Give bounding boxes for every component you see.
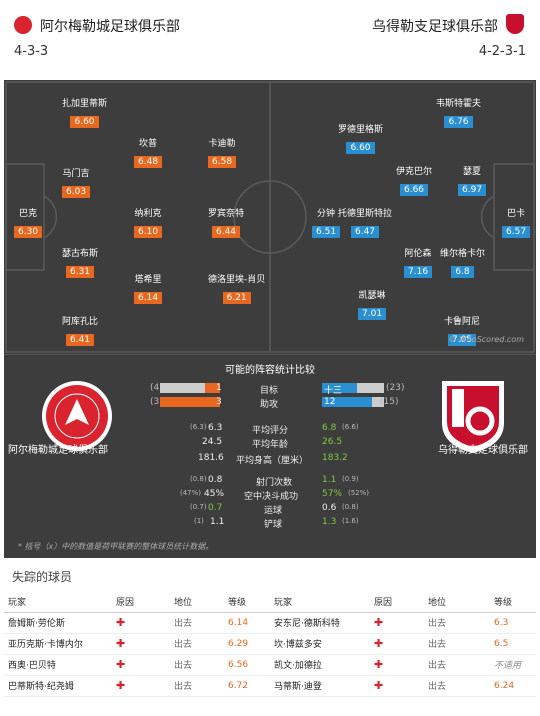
home-player[interactable]: 罗宾奈特 6.44: [208, 209, 245, 238]
stats-footnote: * 括号（x）中的数值是荷甲联赛的整体球员统计数据。: [18, 542, 214, 551]
pitch-lines: [5, 81, 535, 353]
missing-players-section: 失踪的球员 玩家 原因 地位 等级 玩家 原因 地位 等级 詹姆斯·劳伦斯 ✚ …: [0, 560, 540, 716]
injury-icon: ✚: [112, 675, 170, 697]
stat-row-dribbles: (0.7) 0.7 运球 0.6 (0.8): [190, 503, 359, 516]
col-rating: 等级: [224, 592, 270, 613]
injury-icon: ✚: [370, 675, 424, 697]
home-player[interactable]: 纳利克 6.10: [134, 209, 163, 238]
stat-row-avg-age: 24.5 平均年龄 26.5: [202, 437, 343, 450]
col-rating: 等级: [490, 592, 536, 613]
rating: 6.14: [224, 612, 270, 634]
home-player[interactable]: 巴克 6.30: [14, 206, 43, 238]
home-player[interactable]: 德洛里埃-肖贝 6.21: [208, 275, 266, 304]
rating: 6.29: [224, 633, 270, 655]
away-crest-icon: [442, 381, 504, 453]
home-player[interactable]: 坎普 6.48: [134, 136, 163, 168]
missing-players-table: 玩家 原因 地位 等级 玩家 原因 地位 等级 詹姆斯·劳伦斯 ✚ 出去 6.1…: [4, 592, 536, 697]
col-player: 玩家: [270, 592, 370, 613]
away-player[interactable]: 巴卡 6.57: [502, 206, 531, 238]
player-name[interactable]: 西奥·巴贝特: [4, 654, 112, 676]
away-player[interactable]: 韦斯特霍夫 6.76: [436, 99, 482, 128]
rating: 6.3: [490, 612, 536, 634]
player-name[interactable]: 安东尼·德斯科特: [270, 612, 370, 634]
col-player: 玩家: [4, 592, 112, 613]
stat-row-assists: (3) 3 助攻 12 (15): [150, 397, 399, 410]
home-player[interactable]: 塔希里 6.14: [134, 275, 163, 304]
col-status: 地位: [424, 592, 490, 613]
away-player[interactable]: 卡鲁阿尼 7.05: [444, 317, 481, 346]
away-player[interactable]: 罗德里格斯 6.60: [338, 125, 384, 154]
player-name[interactable]: 马蒂斯·迪登: [270, 675, 370, 697]
match-header: 阿尔梅勒城足球俱乐部 4-3-3 乌得勒支足球俱乐部 4-2-3-1: [0, 0, 540, 78]
away-team-name[interactable]: 乌得勒支足球俱乐部: [372, 19, 498, 35]
lineup-stats-comparison: 可能的阵容统计比较 阿尔梅勒城足球俱乐部 乌得勒支足球俱乐部 (4) 1 目标 …: [4, 354, 536, 558]
injury-icon: ✚: [112, 612, 170, 634]
home-crest-icon: [42, 381, 112, 451]
away-player[interactable]: 伊克巴尔 6.66: [396, 167, 433, 196]
col-status: 地位: [170, 592, 224, 613]
rating: 6.56: [224, 654, 270, 676]
player-name[interactable]: 凯文·加德拉: [270, 654, 370, 676]
status: 出去: [424, 633, 490, 655]
table-row: 西奥·巴贝特 ✚ 出去 6.56 凯文·加德拉 ✚ 出去 不适用: [4, 654, 536, 676]
stat-row-tackles: (1) 1.1 铲球 1.3 (1.6): [194, 517, 359, 530]
home-player[interactable]: 阿库孔比 6.41: [62, 317, 99, 346]
status: 出去: [424, 612, 490, 634]
stat-row-avg-height: 181.6 平均身高（厘米） 183.2: [198, 453, 348, 466]
away-player[interactable]: 托德里斯特拉 6.47: [338, 209, 393, 238]
injury-icon: ✚: [370, 633, 424, 655]
home-player[interactable]: 瑟古布斯 6.31: [62, 249, 99, 278]
player-name[interactable]: 坎·博兹多安: [270, 633, 370, 655]
table-header-row: 玩家 原因 地位 等级 玩家 原因 地位 等级: [4, 592, 536, 613]
status: 出去: [424, 675, 490, 697]
player-name[interactable]: 巴蒂斯特·纪尧姆: [4, 675, 112, 697]
rating: 不适用: [490, 654, 536, 676]
lineup-pitch: 扎加里蒂斯 6.60 坎普 6.48 卡迪勒 6.58 马门吉 6.03 巴克 6.30 …: [4, 80, 536, 354]
status: 出去: [170, 675, 224, 697]
col-reason: 原因: [370, 592, 424, 613]
away-player[interactable]: 维尔格卡尔 6.8: [440, 249, 486, 278]
table-row: 詹姆斯·劳伦斯 ✚ 出去 6.14 安东尼·德斯科特 ✚ 出去 6.3: [4, 612, 536, 634]
status: 出去: [170, 612, 224, 634]
away-team-badge-icon: [506, 14, 524, 34]
injury-icon: ✚: [370, 654, 424, 676]
rating: 6.5: [490, 633, 536, 655]
watermark: © WhoScored.com: [448, 335, 524, 344]
injury-icon: ✚: [370, 612, 424, 634]
home-player[interactable]: 卡迪勒 6.58: [208, 139, 237, 168]
away-player[interactable]: 瑟夏 6.97: [458, 164, 487, 196]
home-team-name[interactable]: 阿尔梅勒城足球俱乐部: [40, 19, 180, 35]
away-player[interactable]: 阿伦森 7.16: [404, 249, 433, 278]
status: 出去: [170, 654, 224, 676]
player-name[interactable]: 詹姆斯·劳伦斯: [4, 612, 112, 634]
away-player[interactable]: 凯瑟琳 7.01: [358, 291, 387, 320]
away-player[interactable]: 分钟 6.51: [312, 206, 341, 238]
stat-row-avg-rating: (6.3) 6.3 平均评分 6.8 (6.6): [190, 423, 359, 436]
home-player[interactable]: 马门吉 6.03: [62, 169, 91, 198]
missing-players-title: 失踪的球员: [12, 570, 73, 584]
status: 出去: [170, 633, 224, 655]
injury-icon: ✚: [112, 633, 170, 655]
status: 出去: [424, 654, 490, 676]
away-crest-name: 乌得勒支足球俱乐部: [438, 445, 528, 456]
home-crest-name: 阿尔梅勒城足球俱乐部: [8, 445, 108, 456]
col-reason: 原因: [112, 592, 170, 613]
stat-row-goals: (4) 1 目标 十三 (23): [150, 383, 405, 396]
home-team-badge-icon: [14, 16, 32, 34]
stats-title: 可能的阵容统计比较: [225, 365, 315, 376]
table-row: 巴蒂斯特·纪尧姆 ✚ 出去 6.72 马蒂斯·迪登 ✚ 出去 6.24: [4, 675, 536, 697]
player-name[interactable]: 亚历克斯·卡博内尔: [4, 633, 112, 655]
rating: 6.72: [224, 675, 270, 697]
away-formation: 4-2-3-1: [478, 44, 526, 59]
injury-icon: ✚: [112, 654, 170, 676]
rating: 6.24: [490, 675, 536, 697]
table-row: 亚历克斯·卡博内尔 ✚ 出去 6.29 坎·博兹多安 ✚ 出去 6.5: [4, 633, 536, 655]
stat-row-aerials-won: (47%) 45% 空中决斗成功 57% (52%): [180, 489, 370, 502]
home-player[interactable]: 扎加里蒂斯 6.60: [62, 99, 108, 128]
home-formation: 4-3-3: [14, 44, 49, 59]
stat-row-shots: (0.8) 0.8 射门次数 1.1 (0.9): [190, 475, 359, 488]
